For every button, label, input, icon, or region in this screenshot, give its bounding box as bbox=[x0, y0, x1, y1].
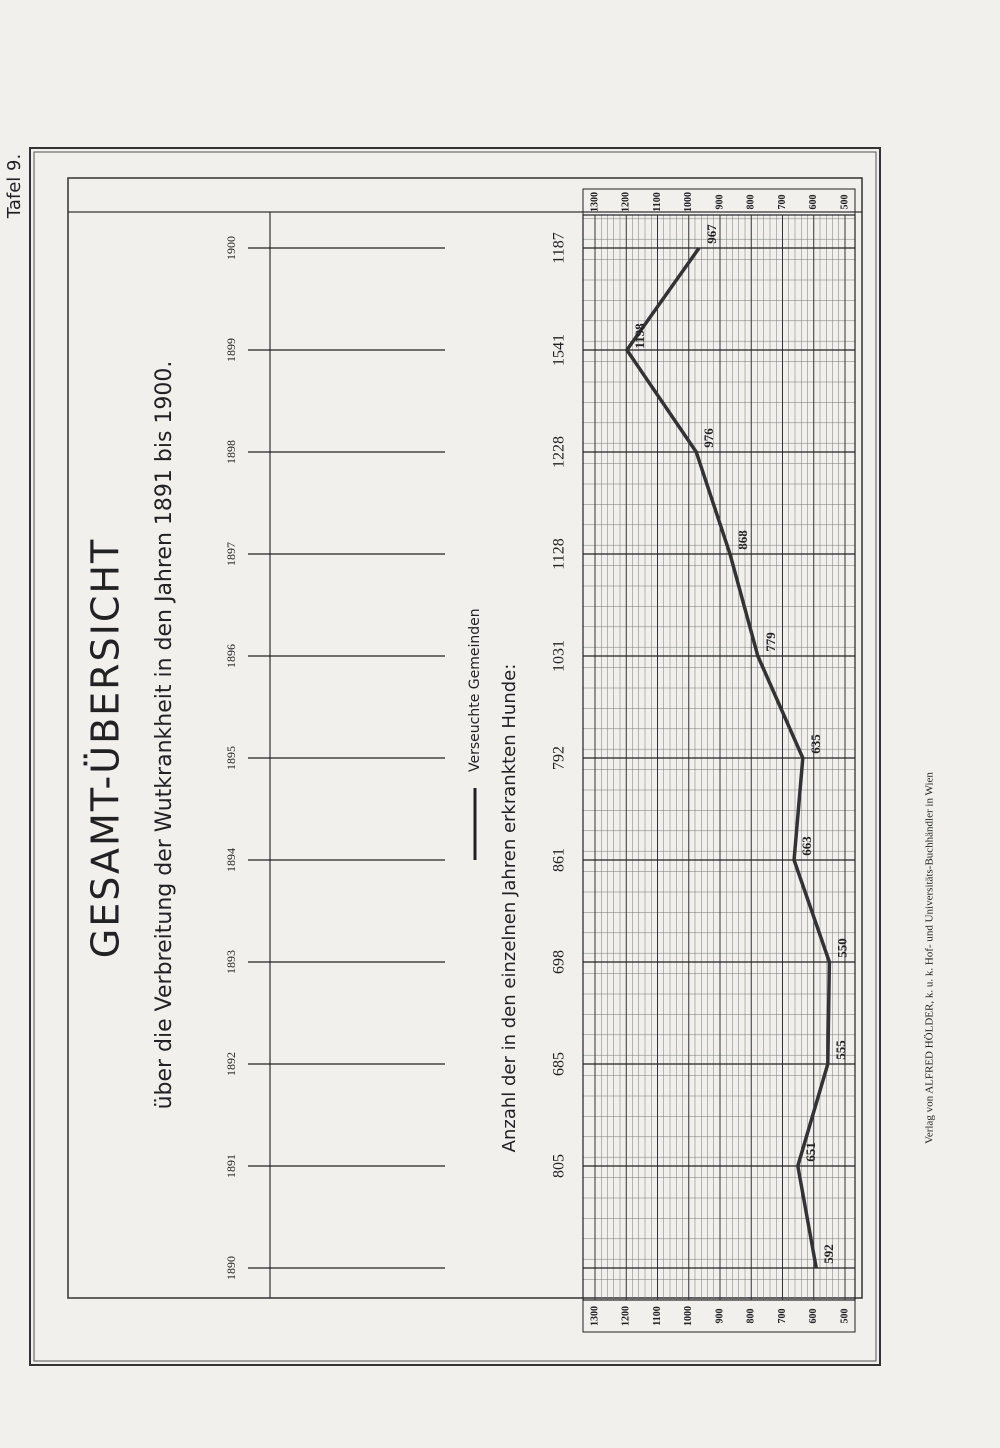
count-label: 792 bbox=[551, 746, 568, 770]
count-label: 861 bbox=[551, 848, 568, 872]
y-tick-label: 1000 bbox=[683, 192, 694, 212]
count-label: 1228 bbox=[551, 436, 568, 468]
x-tick-label: 1899 bbox=[224, 338, 238, 362]
outer-frame bbox=[29, 147, 881, 1366]
y-tick-label: 500 bbox=[839, 1309, 850, 1324]
y-tick-label: 600 bbox=[808, 1309, 819, 1324]
x-tick-label: 1892 bbox=[224, 1052, 238, 1076]
y-tick-label: 800 bbox=[746, 1309, 757, 1324]
y-tick-label: 1300 bbox=[589, 192, 600, 212]
y-tick-label: 700 bbox=[777, 1309, 788, 1324]
count-label: 1128 bbox=[551, 538, 568, 569]
x-tick-label: 1891 bbox=[224, 1154, 238, 1178]
x-tick-label: 1897 bbox=[224, 542, 238, 566]
count-label: 685 bbox=[551, 1052, 568, 1076]
y-tick-label: 600 bbox=[808, 195, 819, 210]
series-line bbox=[625, 246, 832, 1269]
value-label: 663 bbox=[799, 836, 814, 856]
publisher: Verlag von ALFRED HÖLDER, k. u. k. Hof- … bbox=[924, 772, 936, 1144]
counts-label: Anzahl der in den einzelnen Jahren erkra… bbox=[499, 664, 520, 1153]
count-label: 805 bbox=[551, 1154, 568, 1178]
count-label: 1187 bbox=[551, 232, 568, 263]
x-tick-label: 1900 bbox=[224, 236, 238, 260]
scale-strip bbox=[582, 188, 856, 216]
y-tick-label: 1100 bbox=[652, 1306, 663, 1325]
value-label: 555 bbox=[833, 1040, 848, 1060]
x-tick-label: 1896 bbox=[224, 644, 238, 668]
value-label: 868 bbox=[735, 530, 750, 550]
y-tick-label: 1000 bbox=[683, 1306, 694, 1326]
count-label: 1541 bbox=[551, 334, 568, 366]
value-label: 550 bbox=[834, 938, 849, 958]
scale-strip bbox=[582, 1299, 856, 1333]
x-tick-label: 1898 bbox=[224, 440, 238, 464]
count-label: 1031 bbox=[551, 640, 568, 672]
value-label: 592 bbox=[821, 1244, 836, 1264]
y-tick-label: 1100 bbox=[652, 192, 663, 211]
y-tick-label: 800 bbox=[746, 195, 757, 210]
inner-frame bbox=[67, 177, 863, 1299]
plate-number: Tafel 9. bbox=[4, 154, 25, 219]
y-tick-label: 500 bbox=[839, 195, 850, 210]
value-label: 635 bbox=[808, 734, 823, 754]
y-tick-label: 900 bbox=[714, 1309, 725, 1324]
value-label: 1198 bbox=[632, 323, 647, 349]
value-label: 967 bbox=[704, 224, 719, 244]
chart-title: GESAMT-ÜBERSICHT bbox=[84, 538, 128, 958]
x-tick-label: 1890 bbox=[224, 1256, 238, 1280]
y-tick-label: 900 bbox=[714, 195, 725, 210]
rotated-plate: Tafel 9. GESAMT-ÜBERSICHT über die Verbr… bbox=[4, 147, 936, 1366]
value-label: 651 bbox=[803, 1142, 818, 1162]
chart-subtitle: über die Verbreitung der Wutkrankheit in… bbox=[152, 361, 177, 1110]
value-label: 779 bbox=[763, 632, 778, 652]
y-tick-label: 1200 bbox=[621, 1306, 632, 1326]
y-tick-label: 700 bbox=[777, 195, 788, 210]
x-tick-label: 1894 bbox=[224, 848, 238, 872]
outer-frame-inner bbox=[33, 151, 877, 1362]
y-tick-label: 1300 bbox=[589, 1306, 600, 1326]
x-tick-label: 1893 bbox=[224, 950, 238, 974]
legend-label: Verseuchte Gemeinden bbox=[467, 608, 483, 772]
y-tick-label: 1200 bbox=[621, 192, 632, 212]
value-label: 976 bbox=[701, 428, 716, 448]
count-label: 698 bbox=[551, 950, 568, 974]
x-tick-label: 1895 bbox=[224, 746, 238, 770]
